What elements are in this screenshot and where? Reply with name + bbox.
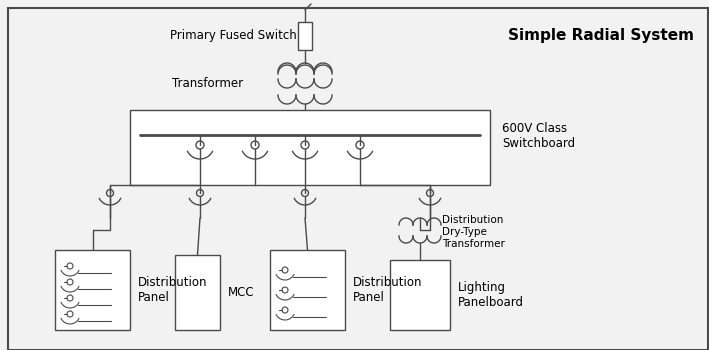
Bar: [130, 110, 490, 185]
Text: Lighting
Panelboard: Lighting Panelboard: [458, 281, 524, 309]
Text: Transformer: Transformer: [172, 77, 243, 90]
Text: 600V Class
Switchboard: 600V Class Switchboard: [502, 122, 575, 150]
Text: Simple Radial System: Simple Radial System: [508, 28, 694, 43]
Bar: [270, 250, 345, 330]
Bar: [175, 255, 220, 330]
Bar: [55, 250, 130, 330]
Text: Distribution
Panel: Distribution Panel: [138, 276, 208, 304]
Text: Distribution
Panel: Distribution Panel: [353, 276, 423, 304]
Text: MCC: MCC: [228, 286, 255, 299]
Text: Primary Fused Switch: Primary Fused Switch: [170, 29, 297, 42]
Bar: [298, 22, 312, 50]
Text: Distribution
Dry-Type
Transformer: Distribution Dry-Type Transformer: [442, 215, 505, 248]
Bar: [390, 260, 450, 330]
